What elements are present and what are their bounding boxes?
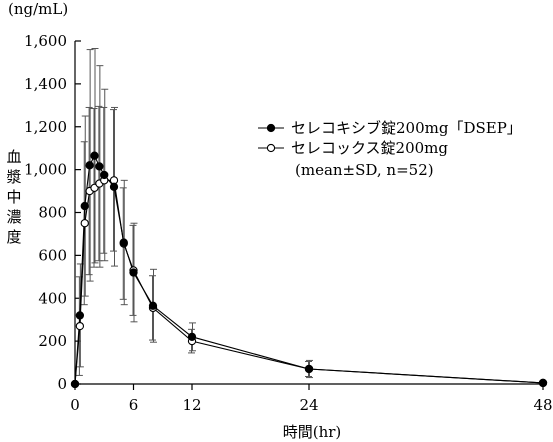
legend-note: (mean±SD, n=52) bbox=[295, 161, 434, 179]
data-point-filled bbox=[90, 151, 99, 160]
x-tick-label: 24 bbox=[299, 396, 318, 414]
x-tick-label: 12 bbox=[182, 396, 201, 414]
y-tick-label: 1,400 bbox=[24, 75, 67, 93]
y-axis-title-char: 度 bbox=[6, 228, 21, 246]
y-unit-label: (ng/mL) bbox=[8, 0, 68, 18]
x-tick-label: 0 bbox=[70, 396, 80, 414]
y-axis-title-char: 血 bbox=[6, 148, 21, 166]
data-point-open bbox=[80, 219, 89, 228]
axes bbox=[74, 41, 543, 385]
x-tick-label: 48 bbox=[533, 396, 552, 414]
data-point-filled bbox=[80, 201, 89, 211]
y-tick-label: 1,600 bbox=[24, 32, 67, 50]
y-tick-label: 1,000 bbox=[24, 161, 67, 179]
data-point-filled bbox=[85, 161, 94, 170]
y-axis-title-char: 濃 bbox=[6, 208, 21, 226]
data-points bbox=[70, 151, 548, 389]
data-point-filled bbox=[538, 378, 548, 388]
data-point-filled bbox=[119, 238, 128, 247]
x-axis-title: 時間(hr) bbox=[283, 423, 342, 441]
data-point-filled bbox=[95, 162, 104, 171]
y-tick-label: 800 bbox=[38, 204, 67, 222]
legend-marker-filled bbox=[266, 123, 276, 133]
y-tick-label: 400 bbox=[38, 289, 67, 307]
data-point-filled bbox=[304, 364, 314, 374]
y-ticks: 0 200 400 600 800 1,000 1,200 1,400 1,600 bbox=[24, 32, 81, 393]
series-lines bbox=[74, 154, 544, 385]
legend-marker-open bbox=[266, 143, 276, 153]
y-tick-label: 200 bbox=[38, 332, 67, 350]
data-point-filled bbox=[187, 332, 197, 341]
series-line-celecox bbox=[74, 179, 544, 385]
error-bars bbox=[75, 48, 313, 379]
y-tick-label: 0 bbox=[57, 375, 67, 393]
series-line-dsep bbox=[74, 154, 544, 385]
legend-label: セレコキシブ錠200mg「DSEP」 bbox=[291, 119, 522, 137]
data-point-filled bbox=[129, 268, 138, 277]
legend-label: セレコックス錠200mg bbox=[291, 139, 448, 157]
data-point-filled bbox=[109, 182, 119, 191]
data-point-open bbox=[75, 321, 85, 331]
data-point-filled bbox=[70, 379, 80, 389]
data-point-filled bbox=[75, 311, 85, 320]
y-axis-title-char: 漿 bbox=[6, 168, 21, 186]
x-tick-label: 6 bbox=[129, 396, 139, 414]
x-ticks: 0 6 12 24 48 bbox=[70, 384, 553, 414]
y-tick-label: 1,200 bbox=[24, 118, 67, 136]
y-tick-label: 600 bbox=[38, 246, 67, 264]
legend: セレコキシブ錠200mg「DSEP」セレコックス錠200mg (mean±SD, … bbox=[258, 119, 522, 179]
data-point-filled bbox=[100, 170, 109, 180]
data-point-filled bbox=[148, 301, 158, 310]
y-axis-title-char: 中 bbox=[6, 188, 21, 206]
